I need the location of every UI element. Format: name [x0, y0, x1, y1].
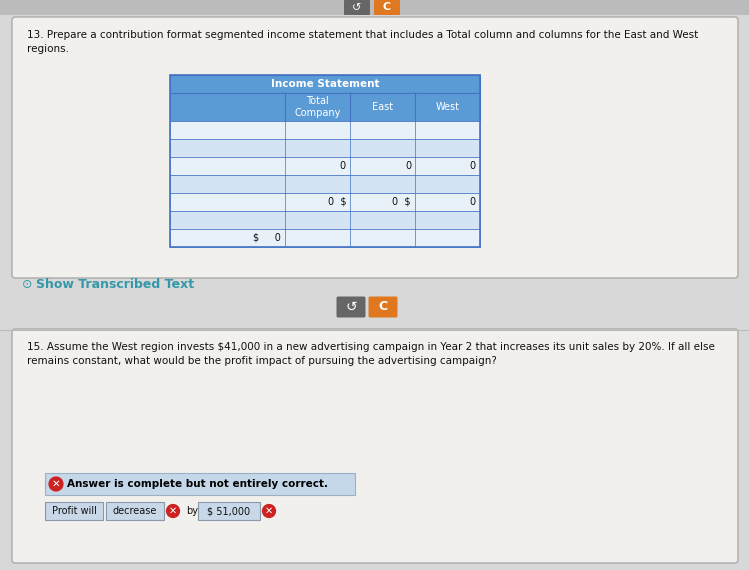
- Text: Answer is complete but not entirely correct.: Answer is complete but not entirely corr…: [67, 479, 328, 489]
- FancyBboxPatch shape: [374, 0, 400, 15]
- Text: 0  $: 0 $: [327, 197, 346, 207]
- FancyBboxPatch shape: [12, 329, 738, 563]
- Text: Total
Company: Total Company: [294, 96, 341, 118]
- Text: ↺: ↺: [345, 300, 357, 314]
- Text: 0: 0: [470, 197, 476, 207]
- Text: $     0: $ 0: [253, 233, 281, 243]
- Text: West: West: [435, 102, 459, 112]
- Bar: [170, 75, 480, 247]
- Text: by: by: [186, 506, 198, 516]
- Text: 0  $: 0 $: [392, 197, 411, 207]
- Bar: [45, 502, 103, 520]
- Bar: [170, 93, 480, 121]
- Text: ✕: ✕: [169, 506, 177, 516]
- Bar: [170, 175, 480, 193]
- Text: #3399aa: #3399aa: [22, 284, 28, 285]
- Text: 0: 0: [470, 161, 476, 171]
- Text: 0: 0: [405, 161, 411, 171]
- Text: decrease: decrease: [113, 506, 157, 516]
- Bar: [170, 121, 480, 139]
- Text: East: East: [372, 102, 393, 112]
- Bar: [170, 157, 480, 175]
- Bar: [170, 211, 480, 229]
- Bar: [170, 193, 480, 211]
- Bar: [106, 502, 164, 520]
- Bar: [0, 0, 749, 15]
- Bar: [45, 473, 355, 495]
- Text: Show Transcribed Text: Show Transcribed Text: [36, 279, 194, 291]
- Text: ✕: ✕: [52, 479, 61, 489]
- Text: Income Statement: Income Statement: [270, 79, 379, 89]
- FancyBboxPatch shape: [336, 296, 366, 317]
- Text: $ 51,000: $ 51,000: [207, 506, 251, 516]
- FancyBboxPatch shape: [344, 0, 370, 15]
- Bar: [170, 139, 480, 157]
- Text: ⊙: ⊙: [22, 279, 32, 291]
- FancyBboxPatch shape: [12, 17, 738, 278]
- Text: C: C: [378, 300, 387, 314]
- FancyBboxPatch shape: [369, 296, 398, 317]
- Bar: [198, 502, 260, 520]
- Bar: [170, 75, 480, 93]
- Text: ↺: ↺: [352, 2, 362, 13]
- Text: ✕: ✕: [265, 506, 273, 516]
- Text: 13. Prepare a contribution format segmented income statement that includes a Tot: 13. Prepare a contribution format segmen…: [27, 30, 698, 54]
- Text: Profit will: Profit will: [52, 506, 97, 516]
- Text: 0: 0: [340, 161, 346, 171]
- Bar: [170, 229, 480, 247]
- Text: C: C: [383, 2, 391, 13]
- Text: 15. Assume the West region invests $41,000 in a new advertising campaign in Year: 15. Assume the West region invests $41,0…: [27, 342, 715, 366]
